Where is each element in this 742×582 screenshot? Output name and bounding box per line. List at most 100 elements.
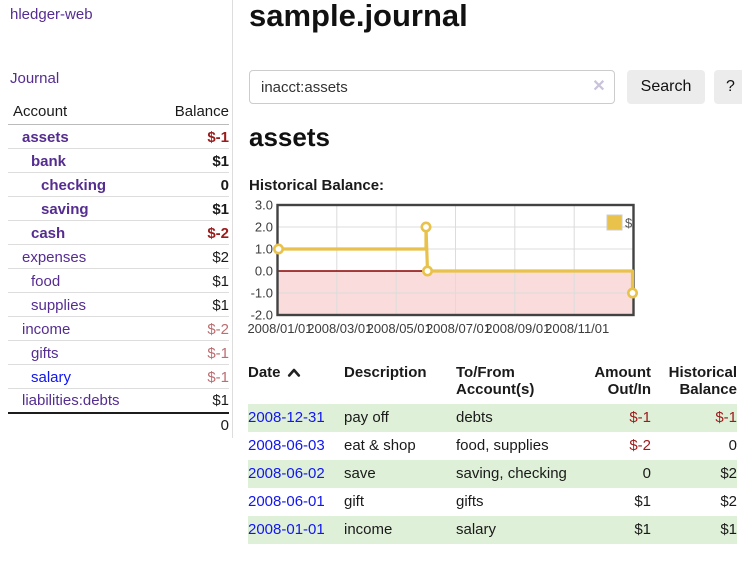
account-link-salary[interactable]: salary: [31, 368, 72, 386]
account-row: assets $-1: [8, 124, 229, 149]
account-balance: $1: [156, 148, 229, 173]
account-row: cash $-2: [8, 220, 229, 245]
transaction-row: 2008-06-01 gift gifts $1 $2: [248, 488, 737, 516]
legend-label: $: [625, 216, 633, 231]
account-link-supplies[interactable]: supplies: [31, 296, 87, 314]
page-title: sample.journal: [249, 0, 468, 33]
account-row: liabilities:debts $1: [8, 389, 229, 413]
clear-search-icon[interactable]: ✕: [592, 78, 606, 95]
svg-text:2008/03/01: 2008/03/01: [307, 321, 372, 336]
account-balance: 0: [156, 172, 229, 197]
account-link-cash[interactable]: cash: [31, 224, 66, 242]
account-heading: assets: [249, 122, 330, 152]
account-link-food[interactable]: food: [31, 272, 61, 290]
x-axis-labels: 2008/01/01 2008/03/01 2008/05/01 2008/07…: [247, 321, 609, 336]
svg-text:0.0: 0.0: [255, 264, 273, 279]
sidebar-item-journal[interactable]: Journal: [10, 70, 60, 87]
transaction-row: 2008-12-31 pay off debts $-1 $-1: [248, 404, 737, 432]
accounts-total-row: 0: [8, 411, 229, 437]
account-balance: $1: [156, 292, 229, 317]
transaction-balance: $2: [720, 493, 737, 510]
transaction-accounts: gifts: [456, 493, 484, 510]
account-balance: $-2: [156, 316, 229, 341]
transaction-date-link[interactable]: 2008-06-03: [248, 437, 325, 454]
account-link-bank[interactable]: bank: [31, 152, 67, 170]
transaction-balance: $1: [720, 521, 737, 538]
account-balance: $1: [156, 268, 229, 293]
historical-balance-chart: $ 3.0 2.0 1.0 0.0 -1.0 -2.0 2008/01/01 2…: [247, 198, 638, 336]
account-link-checking[interactable]: checking: [41, 176, 107, 194]
transaction-balance: 0: [728, 437, 737, 454]
transaction-row: 2008-06-03 eat & shop food, supplies $-2…: [248, 432, 737, 460]
svg-text:1.0: 1.0: [255, 242, 273, 257]
header-amount: Amount Out/In: [594, 364, 651, 398]
transaction-date-link[interactable]: 2008-06-01: [248, 493, 325, 510]
accounts-header-row: Account Balance: [8, 100, 229, 125]
transactions-table: Date Description To/From Account(s) Amou…: [248, 360, 737, 544]
search-input[interactable]: [249, 70, 615, 104]
help-button[interactable]: ?: [714, 70, 742, 104]
app-title-link[interactable]: hledger-web: [10, 6, 93, 23]
account-row: salary $-1: [8, 364, 229, 389]
transaction-amount: $-2: [629, 437, 651, 454]
accounts-header-account: Account: [8, 100, 157, 125]
transaction-date-link[interactable]: 2008-12-31: [248, 409, 325, 426]
main-content: sample.journal ✕ Search ? assets Histori…: [240, 0, 742, 582]
transaction-row: 2008-01-01 income salary $1 $1: [248, 516, 737, 544]
transaction-row: 2008-06-02 save saving, checking 0 $2: [248, 460, 737, 488]
svg-text:2.0: 2.0: [255, 220, 273, 235]
svg-text:2008/05/01: 2008/05/01: [367, 321, 432, 336]
transaction-date-link[interactable]: 2008-06-02: [248, 465, 325, 482]
transaction-accounts: food, supplies: [456, 437, 549, 454]
data-point-markers: [272, 221, 638, 299]
account-balance: $1: [156, 196, 229, 221]
svg-text:-2.0: -2.0: [251, 308, 273, 323]
transaction-description: income: [344, 521, 393, 538]
search-button[interactable]: Search: [627, 70, 705, 104]
account-link-liabilities-debts[interactable]: liabilities:debts: [22, 392, 120, 410]
account-link-assets[interactable]: assets: [22, 128, 69, 146]
chart-legend: $: [606, 214, 633, 231]
svg-text:2008/01/01: 2008/01/01: [247, 321, 312, 336]
svg-text:-1.0: -1.0: [251, 286, 273, 301]
header-date[interactable]: Date: [248, 360, 344, 404]
transaction-accounts: saving, checking: [456, 465, 567, 482]
transaction-amount: 0: [642, 465, 651, 482]
header-description: Description: [344, 364, 427, 381]
balance-line-series: [278, 225, 635, 293]
accounts-table: Account Balance assets $-1 bank $1 check…: [8, 100, 229, 437]
svg-text:2008/11/01: 2008/11/01: [545, 321, 609, 336]
account-link-income[interactable]: income: [22, 320, 71, 338]
svg-text:2008/09/01: 2008/09/01: [485, 321, 550, 336]
transaction-description: eat & shop: [344, 437, 416, 454]
transaction-description: gift: [344, 493, 365, 510]
legend-swatch: [606, 214, 623, 231]
svg-text:2008/07/01: 2008/07/01: [426, 321, 491, 336]
account-link-expenses[interactable]: expenses: [22, 248, 87, 266]
account-link-gifts[interactable]: gifts: [31, 344, 59, 362]
transactions-header-row: Date Description To/From Account(s) Amou…: [248, 360, 737, 404]
transaction-balance: $2: [720, 465, 737, 482]
account-balance: $-2: [156, 220, 229, 245]
account-link-saving[interactable]: saving: [41, 200, 89, 218]
chart-section-label: Historical Balance:: [249, 177, 385, 194]
account-row: bank $1: [8, 148, 229, 173]
account-row: saving $1: [8, 196, 229, 221]
account-balance: $-1: [156, 124, 229, 149]
transaction-description: save: [344, 465, 376, 482]
transaction-amount: $1: [634, 521, 651, 538]
account-row: food $1: [8, 268, 229, 293]
header-balance: Historical Balance: [668, 364, 737, 398]
search-form: ✕ Search ?: [249, 70, 742, 104]
account-row: checking 0: [8, 172, 229, 197]
transaction-date-link[interactable]: 2008-01-01: [248, 521, 325, 538]
transaction-amount: $-1: [629, 409, 651, 426]
header-accounts: To/From Account(s): [456, 364, 535, 398]
transaction-amount: $1: [634, 493, 651, 510]
svg-text:3.0: 3.0: [255, 198, 273, 213]
y-axis-labels: 3.0 2.0 1.0 0.0 -1.0 -2.0: [251, 198, 273, 323]
account-row: income $-2: [8, 316, 229, 341]
accounts-header-balance: Balance: [156, 100, 229, 125]
account-row: supplies $1: [8, 292, 229, 317]
sidebar: hledger-web Journal Account Balance asse…: [0, 0, 233, 438]
